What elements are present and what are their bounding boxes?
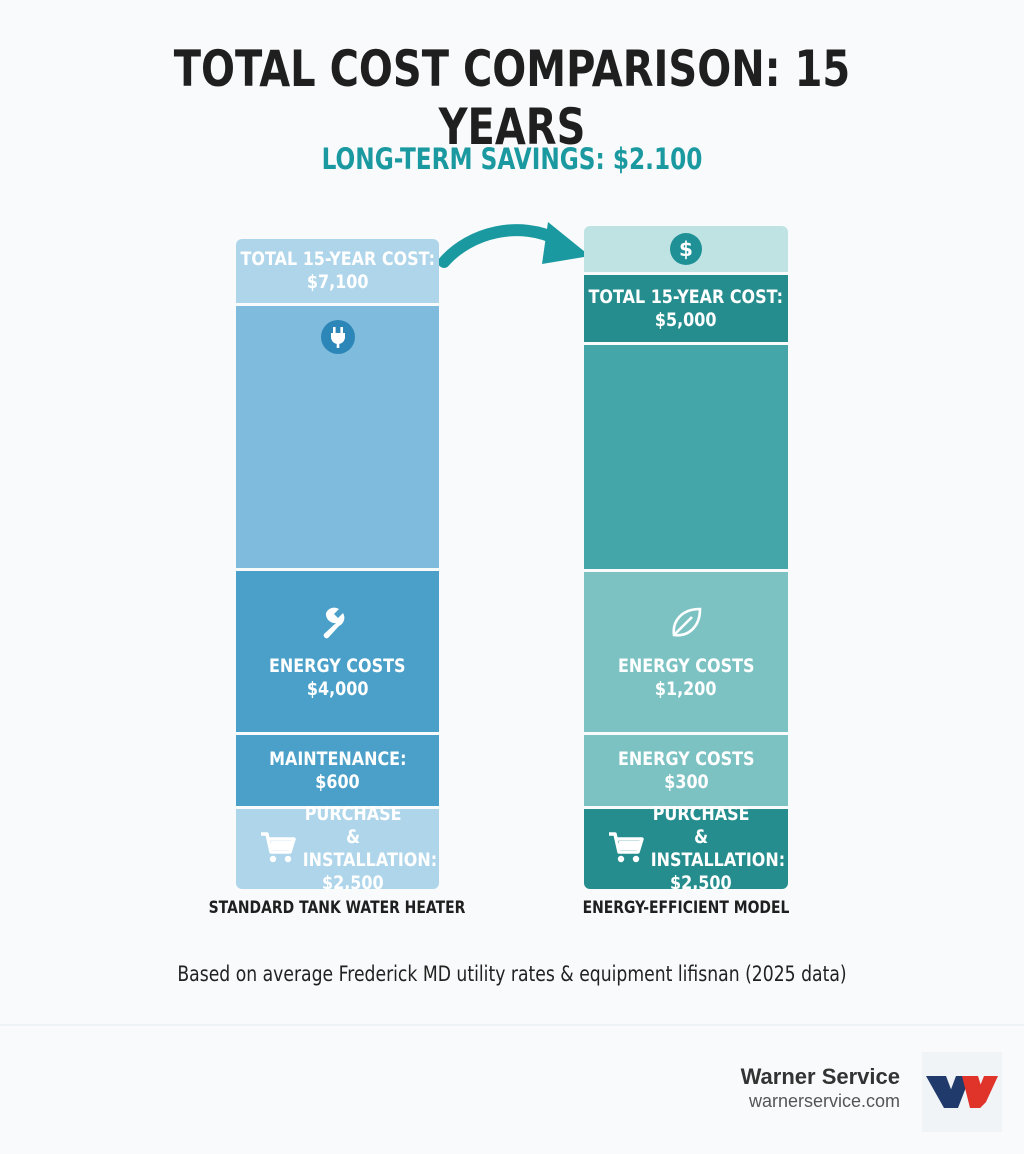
standard-purchase-label: PURCHASE & INSTALLATION: xyxy=(302,803,437,871)
standard-purchase-value: $2,500 xyxy=(321,872,384,894)
svg-text:$: $ xyxy=(679,237,693,261)
standard-maintenance-label: MAINTENANCE: xyxy=(268,747,407,770)
footnote: Based on average Frederick MD utility ra… xyxy=(177,962,847,986)
efficient-purchase-label: PURCHASE & INSTALLATION: xyxy=(650,803,786,871)
wrench-icon xyxy=(323,607,344,638)
efficient-energy-value: $1,200 xyxy=(655,678,717,700)
standard-energy-label: ENERGY COSTS xyxy=(269,654,406,677)
standard-total-value: $7,100 xyxy=(306,271,369,293)
efficient-energy-segment: ENERGY COSTS $1,200 xyxy=(584,572,788,732)
standard-total-segment: TOTAL 15-YEAR COST: $7,100 xyxy=(236,239,439,303)
standard-bar: TOTAL 15-YEAR COST: $7,100 ENERGY COSTS … xyxy=(236,239,439,894)
curved-arrow-icon xyxy=(438,222,590,268)
footer-divider xyxy=(0,1024,1024,1026)
cart-icon xyxy=(609,832,644,863)
efficient-energy-label: ENERGY COSTS xyxy=(617,655,755,677)
efficient-total-label: TOTAL 15-YEAR COST: xyxy=(588,285,784,308)
efficient-energy-top-segment xyxy=(584,345,788,569)
brand-name: Warner Service xyxy=(740,1064,900,1089)
efficient-total-value: $5,000 xyxy=(655,308,717,331)
standard-category-label: STANDARD TANK WATER HEATER xyxy=(208,898,466,918)
efficient-purchase-value: $2,500 xyxy=(670,872,732,894)
standard-energy-top-segment xyxy=(236,306,439,568)
warner-logo xyxy=(922,1052,1002,1132)
standard-energy-value: $4,000 xyxy=(306,677,369,700)
standard-purchase-segment: PURCHASE & INSTALLATION: $2,500 xyxy=(236,803,439,894)
dollar-icon: $ xyxy=(670,233,702,265)
standard-maintenance-segment: MAINTENANCE: $600 xyxy=(236,735,439,806)
chart-subtitle: LONG-TERM SAVINGS: $2.100 xyxy=(321,142,703,176)
brand-url[interactable]: warnerservice.com xyxy=(748,1091,900,1111)
leaf-icon xyxy=(672,607,702,637)
efficient-maintenance-label: ENERGY COSTS xyxy=(617,747,755,770)
standard-energy-segment: ENERGY COSTS $4,000 xyxy=(236,571,439,732)
efficient-purchase-segment: PURCHASE & INSTALLATION: $2,500 xyxy=(584,803,788,894)
standard-maintenance-value: $600 xyxy=(315,770,360,793)
cart-icon xyxy=(261,832,296,863)
plug-icon xyxy=(320,320,355,354)
efficient-total-segment: TOTAL 15-YEAR COST: $5,000 xyxy=(584,275,788,342)
efficient-maintenance-segment: ENERGY COSTS $300 xyxy=(584,735,788,806)
efficient-icon-cap: $ xyxy=(584,226,788,272)
chart-title: TOTAL COST COMPARISON: 15 YEARS xyxy=(173,40,851,156)
standard-total-label: TOTAL 15-YEAR COST: xyxy=(240,248,435,270)
efficient-maintenance-value: $300 xyxy=(663,770,709,793)
efficient-category-label: ENERGY-EFFICIENT MODEL xyxy=(582,898,790,918)
efficient-bar: $ TOTAL 15-YEAR COST: $5,000 ENERGY COST… xyxy=(584,226,788,894)
